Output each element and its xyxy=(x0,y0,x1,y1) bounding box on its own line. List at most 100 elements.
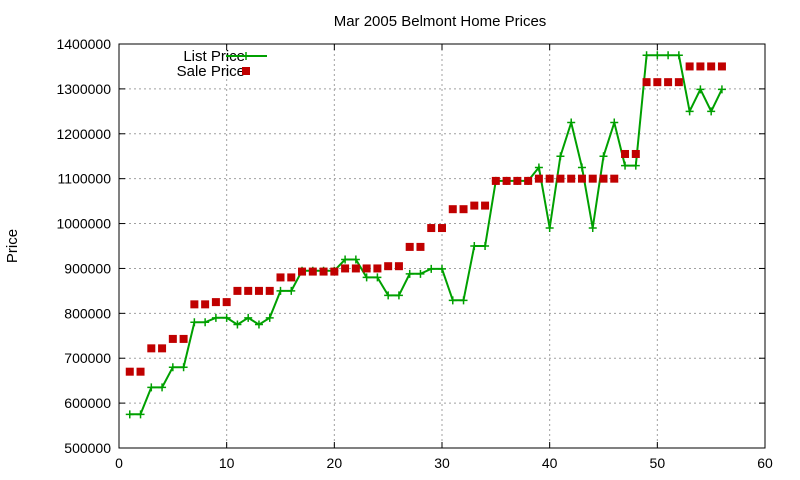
list-price-point xyxy=(265,313,274,322)
list-price-point xyxy=(599,152,608,161)
list-price-point xyxy=(545,224,554,233)
list-price-point xyxy=(427,264,436,273)
y-axis-label: Price xyxy=(4,229,21,263)
list-price-point xyxy=(707,107,716,116)
sale-price-point xyxy=(265,286,274,295)
list-price-point xyxy=(147,383,156,392)
sale-price-point xyxy=(351,264,360,273)
sale-price-point xyxy=(717,62,726,71)
sale-price-point xyxy=(470,201,479,210)
y-tick-label: 1100000 xyxy=(58,171,112,187)
sale-price-point xyxy=(642,78,651,87)
list-price-point xyxy=(621,161,630,170)
sale-price-point xyxy=(599,174,608,183)
sale-price-point xyxy=(448,205,457,214)
x-tick-label: 10 xyxy=(219,455,235,471)
list-price-point xyxy=(696,85,705,94)
x-tick-label: 60 xyxy=(757,455,773,471)
list-price-point xyxy=(362,273,371,282)
list-price-point xyxy=(631,161,640,170)
sale-price-point xyxy=(621,149,630,158)
sale-price-point xyxy=(394,262,403,271)
list-price-point xyxy=(685,107,694,116)
sale-price-point xyxy=(136,367,145,376)
legend-label-list-price: List Price xyxy=(183,48,245,65)
list-price-point xyxy=(233,320,242,329)
list-price-point xyxy=(254,320,263,329)
list-price-point xyxy=(577,163,586,172)
y-tick-label: 900000 xyxy=(64,260,111,276)
sale-price-point xyxy=(147,344,156,353)
y-tick-label: 1300000 xyxy=(56,81,111,97)
y-tick-label: 1200000 xyxy=(56,126,111,142)
list-price-line xyxy=(129,54,723,416)
y-tick-label: 1400000 xyxy=(56,36,111,52)
x-tick-label: 30 xyxy=(434,455,450,471)
list-price-point xyxy=(438,264,446,273)
y-tick-label: 700000 xyxy=(64,350,111,366)
sale-price-point xyxy=(664,78,673,87)
list-price-point xyxy=(351,255,360,264)
sale-price-point xyxy=(491,176,500,185)
sale-price-point xyxy=(631,149,640,158)
list-price-point xyxy=(470,242,479,250)
list-price-point xyxy=(373,273,382,282)
sale-price-point xyxy=(341,264,350,273)
list-price-point xyxy=(664,51,673,60)
list-price-point xyxy=(190,318,199,327)
list-price-point xyxy=(588,224,597,233)
sale-price-point xyxy=(674,78,683,87)
x-tick-label: 20 xyxy=(327,455,343,471)
sale-price-point xyxy=(362,264,371,273)
y-tick-label: 600000 xyxy=(64,395,111,411)
sale-price-point xyxy=(190,300,199,309)
y-tick-label: 800000 xyxy=(64,305,111,321)
sale-price-point xyxy=(524,176,533,185)
list-price-point xyxy=(201,318,210,327)
series-group xyxy=(125,51,726,419)
sale-price-point xyxy=(287,273,296,282)
list-price-point xyxy=(384,291,393,300)
list-price-point xyxy=(394,291,403,300)
legend-marker-list-price xyxy=(242,52,250,60)
sale-price-point xyxy=(330,267,339,276)
list-price-point xyxy=(276,286,285,295)
sale-price-point xyxy=(319,267,328,276)
sale-price-point xyxy=(481,201,490,210)
sale-price-point xyxy=(567,174,576,183)
sale-price-point xyxy=(201,300,210,309)
sale-price-point xyxy=(588,174,597,183)
legend-label-sale-price: Sale Price xyxy=(177,63,245,80)
sale-price-point xyxy=(513,176,522,185)
sale-price-point xyxy=(244,286,253,295)
sale-price-point xyxy=(577,174,586,183)
list-price-point xyxy=(405,269,414,278)
sale-price-point xyxy=(168,334,177,343)
list-price-point xyxy=(179,363,188,372)
sale-price-point xyxy=(298,267,307,276)
list-price-point xyxy=(567,118,576,127)
chart-title: Mar 2005 Belmont Home Prices xyxy=(334,13,547,30)
axis-ticks: 0 10 20 30 40 50 60 500000 600000 700000 800000 900… xyxy=(56,36,773,471)
list-price-point xyxy=(287,286,296,295)
list-price-point xyxy=(244,313,253,322)
sale-price-point xyxy=(545,174,554,183)
sale-price-point xyxy=(685,62,694,71)
sale-price-point xyxy=(707,62,716,71)
sale-price-point xyxy=(416,242,425,251)
sale-price-point xyxy=(254,286,263,295)
x-tick-label: 50 xyxy=(650,455,666,471)
sale-price-point xyxy=(405,242,414,251)
list-price-point xyxy=(416,269,425,278)
sale-price-point xyxy=(384,262,393,271)
list-price-point xyxy=(459,296,468,305)
sale-price-point xyxy=(373,264,382,273)
x-tick-label: 40 xyxy=(542,455,558,471)
sale-price-point xyxy=(502,176,511,185)
sale-price-point xyxy=(125,367,134,376)
list-price-point xyxy=(717,85,726,94)
sale-price-point xyxy=(222,298,231,307)
list-price-point xyxy=(158,383,167,392)
list-price-point xyxy=(125,410,134,419)
